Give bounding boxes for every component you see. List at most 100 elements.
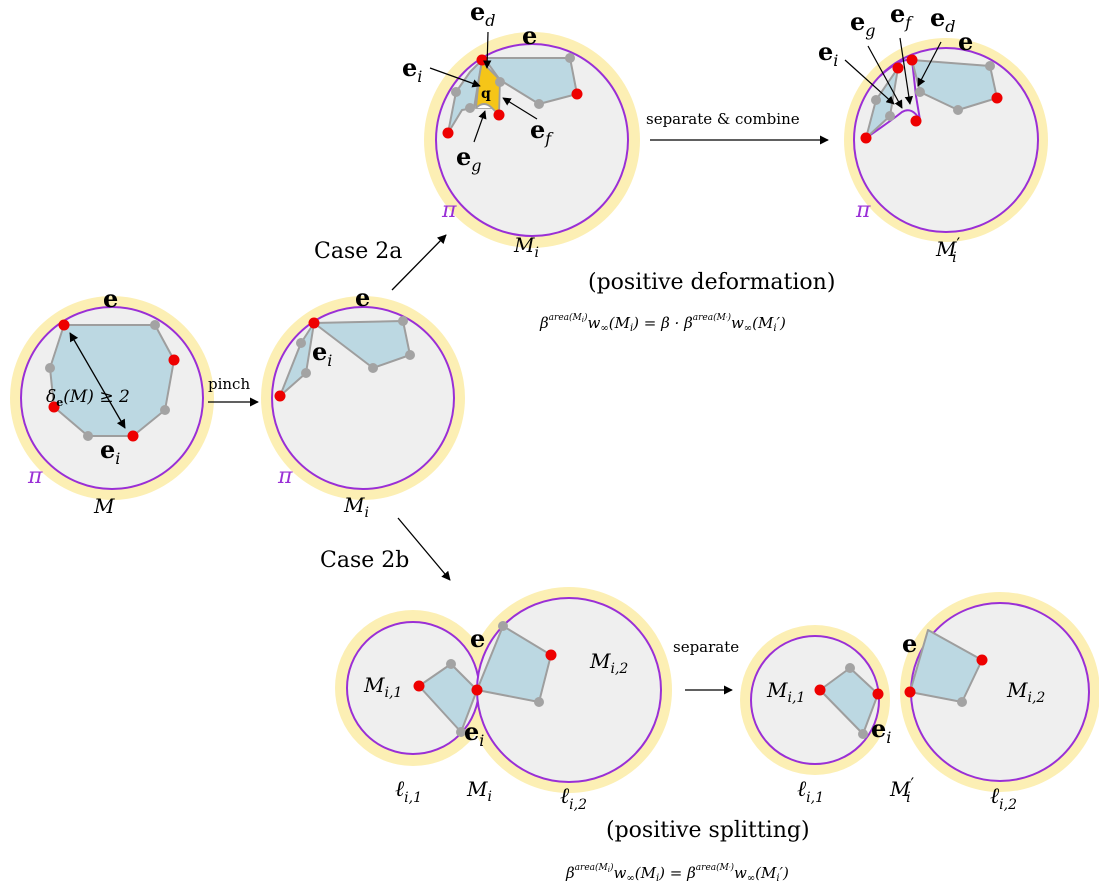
- label-e-d: ed: [930, 3, 956, 36]
- vertex-red: [476, 54, 488, 66]
- vertex-red: [413, 680, 425, 692]
- equation-deformation: βarea(Mi)w∞(Mi) = β · βarea(M′)w∞(Mi′): [539, 312, 786, 334]
- vertex-gray: [885, 111, 895, 121]
- arrow-e-d: [917, 41, 942, 87]
- vertex-red: [58, 319, 70, 331]
- map-M-i: e ei π Mi: [261, 283, 465, 521]
- vertex-gray: [405, 350, 415, 360]
- vertex-red: [48, 401, 60, 413]
- label-e-i: ei: [464, 717, 484, 750]
- vertex-red: [906, 54, 918, 66]
- vertex-gray: [465, 103, 475, 113]
- vertex-gray: [858, 729, 868, 739]
- vertex-red: [860, 132, 872, 144]
- arrow-e-f: [502, 97, 538, 120]
- arrow-e-g: [867, 45, 903, 109]
- vertex-gray: [45, 363, 55, 373]
- label-e-f: ef: [890, 0, 914, 32]
- label-pi: π: [277, 464, 293, 489]
- boundary-dent: [865, 58, 921, 139]
- label-separate-combine: separate & combine: [646, 110, 800, 128]
- label-e-i: ei: [402, 53, 422, 86]
- label-e-i: ei: [312, 337, 332, 370]
- arrow-separate-combine: separate & combine: [646, 110, 829, 145]
- label-M-i1: Mi,1: [363, 673, 402, 701]
- label-e-g: eg: [456, 142, 482, 175]
- label-q: q: [481, 86, 491, 102]
- label-pi: π: [855, 198, 871, 223]
- vertex-gray: [845, 663, 855, 673]
- vertex-red: [904, 686, 916, 698]
- label-M-i: Mi: [343, 493, 369, 521]
- vertex-gray: [985, 61, 995, 71]
- vertex-gray: [301, 368, 311, 378]
- vertex-red: [308, 317, 320, 329]
- label-M-i-prime: M′ i: [889, 774, 914, 806]
- vertex-gray: [446, 659, 456, 669]
- vertex-red: [910, 115, 922, 127]
- vertex-gray: [534, 99, 544, 109]
- vertex-gray: [915, 87, 925, 97]
- label-M-i2: Mi,2: [1006, 678, 1045, 706]
- label-M-i: Mi: [466, 777, 492, 805]
- label-e-i: ei: [818, 37, 838, 70]
- label-e: e: [470, 624, 485, 653]
- label-pi: π: [441, 198, 457, 223]
- arrow-e-g: [473, 110, 487, 143]
- vertex-red: [442, 127, 454, 139]
- label-e: e: [103, 284, 118, 313]
- vertex-gray: [953, 105, 963, 115]
- vertex-red: [127, 430, 139, 442]
- vertices-M: [45, 319, 180, 442]
- map-M-i-prime-separated: e ei Mi,1 Mi,2 ℓi,1 M′ i ℓi,2: [740, 592, 1099, 813]
- label-e-g: eg: [850, 7, 876, 40]
- label-M-i: Mi: [513, 233, 539, 261]
- vertex-red: [872, 688, 884, 700]
- label-e-i: ei: [871, 714, 891, 747]
- label-M: M: [93, 494, 115, 518]
- vertex-red: [545, 649, 557, 661]
- vertex-red: [274, 390, 286, 402]
- vertex-red: [892, 62, 904, 74]
- delta-label: δe(M) ≥ 2: [46, 387, 130, 409]
- label-e: e: [522, 21, 537, 50]
- label-pinch: pinch: [208, 375, 250, 393]
- arrow-separate: separate: [673, 638, 739, 695]
- vertex-gray: [498, 621, 508, 631]
- label-case-2a: Case 2a: [314, 239, 402, 264]
- vertices-M-i-prime: [860, 54, 1003, 144]
- vertex-gray: [871, 95, 881, 105]
- label-M-i1: Mi,1: [766, 678, 805, 706]
- map-M-i-prime-case-2a: e eg ef ed ei π M′ i: [818, 0, 1048, 266]
- label-case-2b: Case 2b: [320, 548, 409, 573]
- vertices-split: [413, 621, 557, 737]
- arrow-case-2b: Case 2b: [320, 517, 451, 581]
- vertices-separated: [814, 654, 988, 739]
- label-e-f: ef: [530, 115, 554, 148]
- vertex-red: [571, 88, 583, 100]
- vertex-gray: [398, 316, 408, 326]
- vertex-gray: [456, 727, 466, 737]
- vertex-red: [493, 109, 505, 121]
- map-M-i-case-2a: q e ed ei ef eg π Mi: [402, 0, 640, 261]
- label-pi: π: [27, 464, 43, 489]
- vertex-red: [471, 684, 483, 696]
- label-l-i1: ℓi,1: [797, 777, 824, 806]
- map-M: δe(M) ≥ 2 e ei π M: [10, 284, 214, 518]
- vertex-red: [991, 92, 1003, 104]
- vertex-red: [976, 654, 988, 666]
- label-e: e: [902, 629, 917, 658]
- arrow-case-2a: Case 2a: [314, 234, 447, 291]
- label-e-i: ei: [100, 435, 120, 468]
- vertex-red: [168, 354, 180, 366]
- vertices-M-i: [274, 316, 415, 402]
- label-l-i2: ℓi,2: [560, 784, 587, 813]
- label-l-i1: ℓi,1: [395, 777, 422, 806]
- vertex-gray: [150, 320, 160, 330]
- arrow-e-d: [483, 31, 492, 69]
- equation-splitting: βarea(Mi)w∞(Mi) = βarea(M′)w∞(Mi′): [565, 862, 789, 884]
- label-e-d: ed: [470, 0, 496, 30]
- caption-positive-splitting: (positive splitting): [606, 818, 810, 843]
- label-e: e: [958, 27, 973, 56]
